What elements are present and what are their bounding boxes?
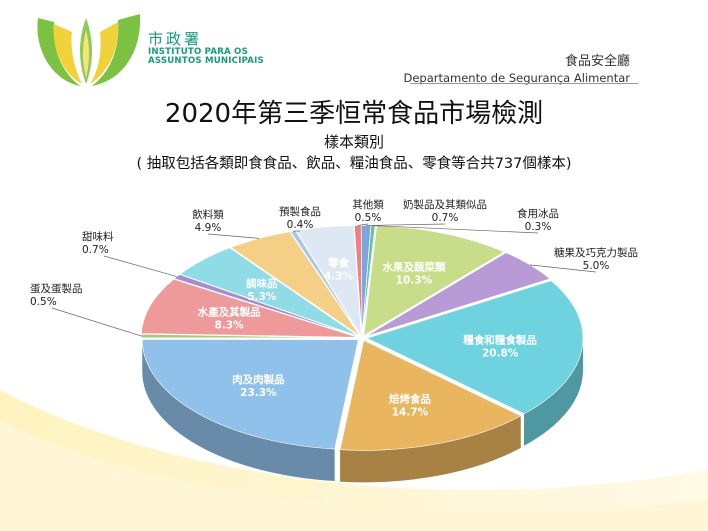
department: 食品安全廳 Departamento de Segurança Alimenta…: [403, 50, 630, 85]
slice-9-label: 水產及其製品: [197, 305, 261, 318]
slice-7-label: 肉及肉製品: [232, 373, 285, 386]
slice-12-leader: [207, 233, 260, 239]
slice-8-value: 0.5%: [30, 296, 57, 308]
org-name-pt-line1: INSTITUTO PARA OS: [148, 46, 248, 57]
header-divider: [410, 83, 638, 84]
slice-10-label: 甜味料: [82, 230, 114, 243]
slice-0-label: 其他類: [352, 198, 384, 211]
slice-10-value: 0.7%: [82, 244, 109, 256]
slice-14-label: 零食: [327, 256, 349, 269]
org-name: 市政署 INSTITUTO PARA OS ASSUNTOS MUNICIPAI…: [148, 30, 264, 66]
chart-subtitle: 樣本類別: [323, 133, 384, 151]
slice-6-top: [339, 339, 522, 451]
slice-5-side: [524, 338, 583, 446]
slice-0-value: 0.5%: [355, 212, 382, 224]
slice-2-label: 食用冰品: [517, 207, 559, 220]
slice-13-label: 預製食品: [279, 205, 321, 218]
org-logo: [37, 14, 141, 86]
slice-8-label: 蛋及蛋製品: [30, 282, 83, 295]
slice-9-value: 8.3%: [215, 319, 245, 331]
slice-6-label: 焙烤食品: [389, 392, 431, 405]
slice-14-value: 4.3%: [324, 270, 354, 282]
slice-7-side: [142, 339, 335, 482]
slice-3-label: 水果及蔬菜類: [381, 260, 445, 273]
slice-12-label: 飲料類: [192, 208, 224, 221]
slice-7-value: 23.3%: [240, 387, 277, 399]
slice-6-side: [340, 415, 521, 483]
slice-5-value: 20.8%: [482, 347, 519, 359]
slice-5-top: [366, 280, 584, 415]
slice-11-top: [179, 247, 359, 337]
slice-11-value: 5.3%: [247, 291, 277, 303]
slice-11-label: 調味品: [246, 277, 278, 290]
slice-0-leader: [357, 223, 369, 226]
department-pt: Departamento de Segurança Alimentar: [403, 71, 630, 85]
chart-title: 2020年第三季恒常食品市場檢測: [164, 99, 544, 129]
department-zh: 食品安全廳: [564, 54, 630, 69]
slice-7-top: [141, 339, 359, 450]
slice-1-leader: [366, 223, 446, 226]
slice-2-leader: [373, 225, 539, 234]
slice-1-label: 奶製品及其類似品: [403, 198, 487, 211]
slice-4-value: 5.0%: [583, 260, 610, 272]
slice-8-top: [140, 333, 358, 339]
slice-1-value: 0.7%: [432, 212, 459, 224]
slice-12-value: 4.9%: [195, 222, 222, 234]
slice-8-leader: [51, 307, 142, 337]
slice-13-value: 0.4%: [287, 219, 314, 231]
slice-4-label: 糖果及巧克力製品: [554, 246, 638, 259]
slice-4-leader: [529, 264, 597, 273]
slice-10-leader: [103, 255, 177, 277]
slice-4-top: [365, 252, 551, 337]
org-name-pt-line2: ASSUNTOS MUNICIPAIS: [148, 55, 264, 66]
org-name-zh: 市政署: [148, 30, 203, 48]
slice-3-value: 10.3%: [396, 274, 433, 286]
chart-note: ( 抽取包括各類即食食品、飲品、糧油食品、零食等合共737個樣本): [136, 156, 572, 172]
slice-9-top: [141, 278, 358, 338]
slice-6-value: 14.7%: [392, 406, 429, 418]
slice-2-value: 0.3%: [525, 221, 552, 233]
slice-5-label: 糧食和糧食製品: [463, 333, 537, 346]
slice-14-top: [295, 225, 362, 336]
